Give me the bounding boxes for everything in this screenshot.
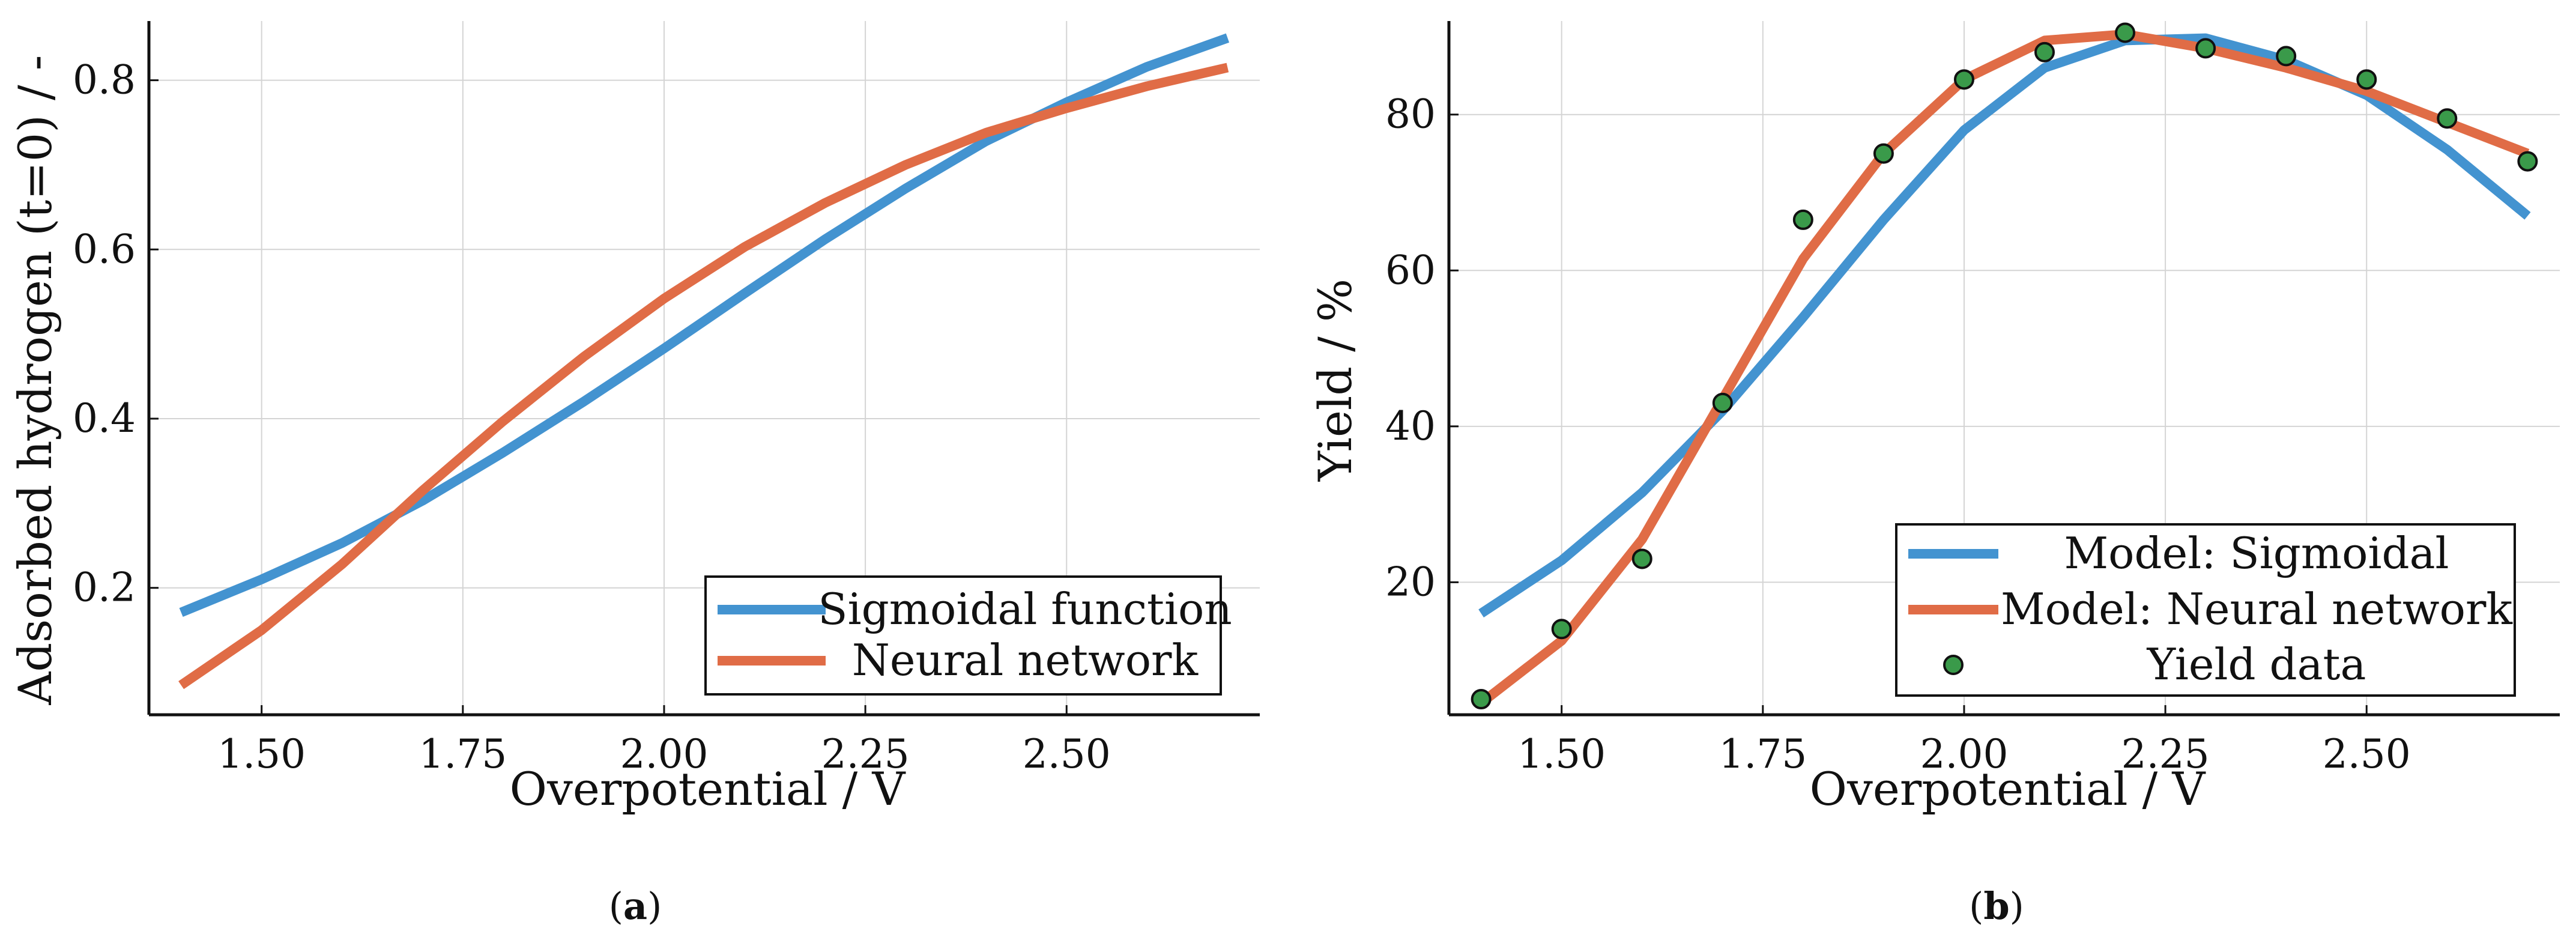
x-tick-label: 1.50 <box>217 731 306 777</box>
legend-label: Model: Neural network <box>2001 584 2513 634</box>
data-point <box>2115 22 2136 43</box>
legend-label: Model: Sigmoidal <box>2064 528 2449 578</box>
data-point <box>2195 38 2216 59</box>
data-point <box>2276 46 2297 67</box>
data-point <box>1953 69 1974 90</box>
panel-caption: (b) <box>1969 884 2024 928</box>
data-point <box>2437 108 2458 129</box>
series-line <box>178 62 1229 690</box>
chart-panel-a: 1.50 1.75 2.00 2.25 2.50 0.2 0.4 0.6 0.8 Overpote… <box>8 21 1260 928</box>
x-tick-label: 2.50 <box>1023 731 1111 777</box>
y-tick-label: 0.8 <box>73 57 136 103</box>
x-tick-label: 1.50 <box>1517 731 1606 777</box>
data-point <box>2517 151 2538 172</box>
legend-label: Yield data <box>2147 639 2366 690</box>
x-axis-label: Overpotential / V <box>510 762 906 816</box>
y-axis-label: Yield / % <box>1308 279 1362 482</box>
y-tick-label: 20 <box>1385 559 1436 605</box>
series-line <box>179 33 1230 617</box>
x-tick-label: 2.25 <box>821 731 910 777</box>
series-line <box>1478 29 2530 707</box>
y-tick-label: 40 <box>1385 403 1436 449</box>
data-point <box>1792 209 1813 230</box>
data-point <box>1551 619 1572 640</box>
y-tick-label: 0.6 <box>73 226 136 272</box>
x-tick-label: 2.00 <box>1920 731 2008 777</box>
panel-caption: (a) <box>609 884 662 928</box>
legend-label: Sigmoidal function <box>818 584 1232 634</box>
x-tick-label: 1.75 <box>419 731 507 777</box>
legend-box <box>704 575 1222 696</box>
y-axis-label: Adsorbed hydrogen (t=0) / - <box>8 55 62 706</box>
data-point <box>2356 69 2377 90</box>
x-tick-label: 2.00 <box>620 731 708 777</box>
data-point <box>2034 41 2055 62</box>
chart-panel-b: 1.50 1.75 2.00 2.25 2.50 20 40 60 80 Overpotentia… <box>1308 21 2560 928</box>
x-tick-label: 2.25 <box>2121 731 2210 777</box>
x-tick-label: 1.75 <box>1719 731 1807 777</box>
data-point <box>1712 392 1733 413</box>
legend-marker <box>1943 655 1964 675</box>
legend: Model: Sigmoidal Model: Neural networkYie… <box>1895 523 2516 697</box>
data-point <box>1631 548 1652 569</box>
data-point <box>1471 689 1492 710</box>
legend-box <box>1895 523 2516 697</box>
data-point <box>1873 143 1894 164</box>
x-tick-label: 2.50 <box>2323 731 2411 777</box>
y-tick-label: 60 <box>1385 247 1436 293</box>
legend-label: Neural network <box>852 635 1199 685</box>
y-tick-label: 0.2 <box>73 565 136 611</box>
y-tick-label: 0.4 <box>73 395 136 441</box>
x-axis-label: Overpotential / V <box>1810 762 2206 816</box>
y-tick-label: 80 <box>1385 91 1436 138</box>
